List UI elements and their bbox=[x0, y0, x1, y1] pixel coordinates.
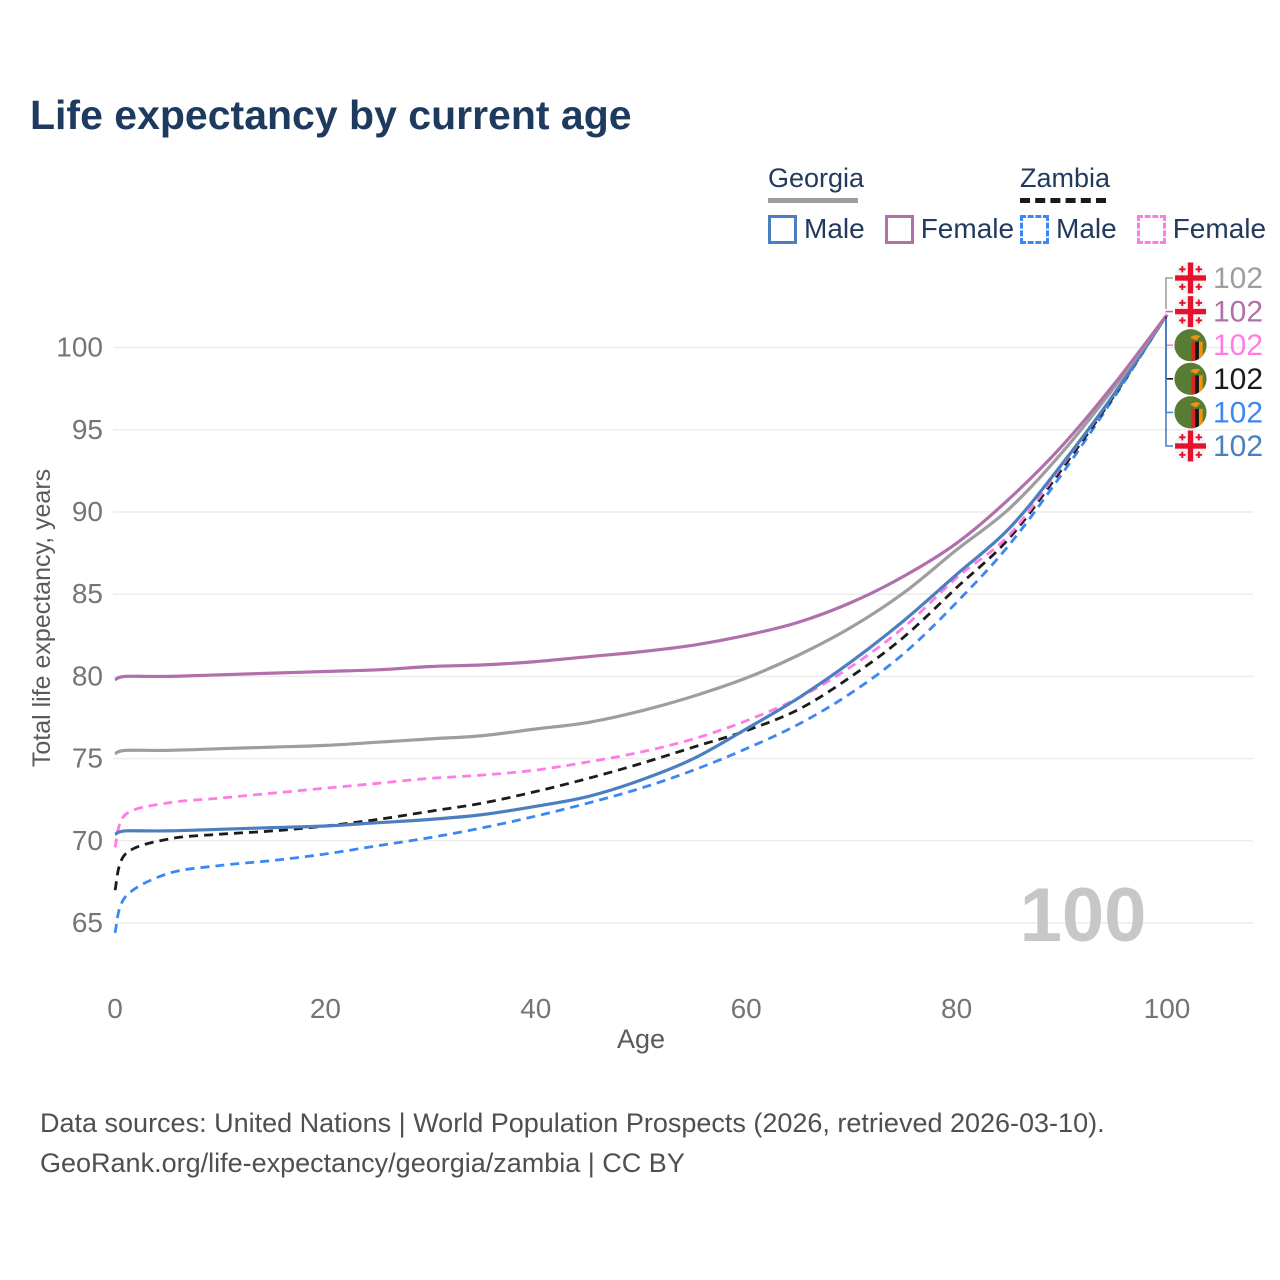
y-tick-label: 90 bbox=[72, 496, 103, 527]
zambia-male-swatch-icon[interactable] bbox=[1020, 214, 1049, 244]
legend-georgia-items: Male Female bbox=[768, 213, 1034, 245]
endpoint-leader-georgia-total bbox=[1165, 277, 1173, 309]
legend-item-georgia-male[interactable]: Male bbox=[768, 213, 885, 245]
legend-georgia-header[interactable]: Georgia bbox=[768, 163, 865, 193]
endpoint-value-georgia-male: 102 bbox=[1213, 430, 1263, 463]
legend-label-georgia-female: Female bbox=[920, 213, 1015, 244]
series-line-georgia-male[interactable] bbox=[114, 313, 1169, 836]
legend-label-zambia-female: Female bbox=[1172, 213, 1267, 244]
legend-group-georgia: Georgia Male Female bbox=[768, 163, 1034, 245]
y-tick-label: 80 bbox=[72, 660, 103, 691]
legend-georgia-underline bbox=[768, 198, 858, 203]
page-title: Life expectancy by current age bbox=[30, 92, 632, 138]
endpoint-value-zambia-total: 102 bbox=[1213, 363, 1263, 396]
endpoint-value-zambia-female: 102 bbox=[1213, 329, 1263, 362]
endpoint-leader-zambia-female bbox=[1165, 313, 1173, 346]
y-tick-label: 85 bbox=[72, 578, 103, 609]
series-line-georgia-total[interactable] bbox=[114, 313, 1169, 756]
zambia-flag-icon bbox=[1174, 329, 1207, 363]
zambia-female-swatch-icon[interactable] bbox=[1136, 214, 1166, 244]
y-tick-label: 100 bbox=[56, 332, 103, 363]
endpoint-leader-zambia-male bbox=[1165, 318, 1173, 414]
x-tick-label: 20 bbox=[310, 993, 341, 1024]
legend-label-georgia-male: Male bbox=[804, 213, 865, 244]
y-tick-label: 65 bbox=[72, 907, 103, 938]
footer: Data sources: United Nations | World Pop… bbox=[40, 1103, 1105, 1183]
footer-attribution[interactable]: GeoRank.org/life-expectancy/georgia/zamb… bbox=[40, 1148, 685, 1178]
y-tick-label: 95 bbox=[72, 414, 103, 445]
legend-item-zambia-female[interactable]: Female bbox=[1136, 213, 1280, 245]
legend-zambia-underline bbox=[1020, 198, 1106, 203]
zambia-flag-icon bbox=[1174, 396, 1207, 430]
x-tick-label: 80 bbox=[941, 993, 972, 1024]
legend-zambia-header[interactable]: Zambia bbox=[1020, 163, 1111, 193]
legend-item-zambia-male[interactable]: Male bbox=[1020, 213, 1137, 245]
y-tick-label: 70 bbox=[72, 825, 103, 856]
endpoint-value-zambia-male: 102 bbox=[1213, 396, 1263, 429]
georgia-flag-icon bbox=[1174, 430, 1207, 463]
georgia-male-swatch-icon[interactable] bbox=[768, 214, 797, 244]
age-watermark: 100 bbox=[1020, 873, 1147, 958]
legend-item-georgia-female[interactable]: Female bbox=[884, 213, 1034, 245]
x-tick-label: 60 bbox=[731, 993, 762, 1024]
georgia-flag-icon bbox=[1174, 295, 1207, 328]
series-line-zambia-total[interactable] bbox=[113, 313, 1169, 891]
y-axis-title: Total life expectancy, years bbox=[28, 469, 56, 767]
legend-group-zambia: Zambia Male Female bbox=[1020, 163, 1280, 245]
series-line-zambia-female[interactable] bbox=[113, 313, 1169, 848]
series-line-georgia-female[interactable] bbox=[114, 313, 1169, 682]
georgia-flag-icon bbox=[1174, 262, 1207, 295]
endpoint-leader-georgia-male bbox=[1165, 321, 1173, 447]
legend: Georgia Male Female Zambia Male bbox=[0, 163, 1280, 253]
x-axis-title: Age bbox=[617, 1024, 665, 1054]
footer-data-sources: Data sources: United Nations | World Pop… bbox=[40, 1108, 1105, 1138]
x-tick-label: 0 bbox=[107, 993, 123, 1024]
y-tick-label: 75 bbox=[72, 743, 103, 774]
endpoint-value-georgia-total: 102 bbox=[1213, 262, 1263, 295]
x-tick-label: 100 bbox=[1144, 993, 1191, 1024]
legend-zambia-items: Male Female bbox=[1020, 213, 1280, 245]
x-tick-label: 40 bbox=[520, 993, 551, 1024]
legend-label-zambia-male: Male bbox=[1056, 213, 1117, 244]
zambia-flag-icon bbox=[1174, 362, 1207, 396]
endpoint-value-georgia-female: 102 bbox=[1213, 296, 1263, 329]
georgia-female-swatch-icon[interactable] bbox=[884, 214, 914, 244]
